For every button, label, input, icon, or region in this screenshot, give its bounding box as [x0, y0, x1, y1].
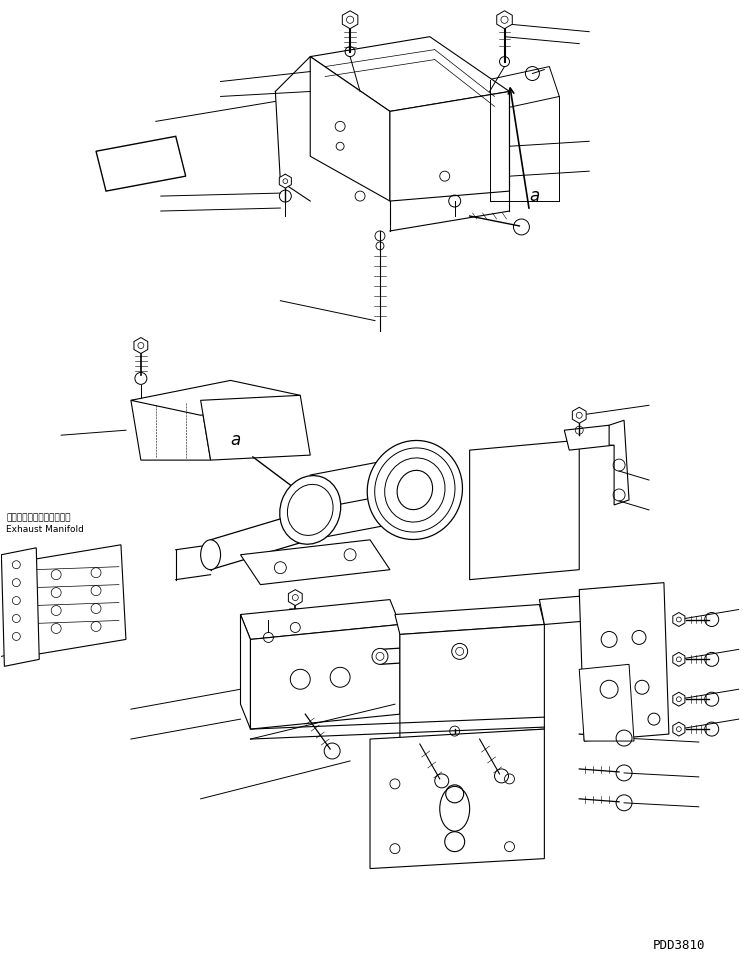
Polygon shape	[673, 692, 685, 707]
Polygon shape	[96, 136, 186, 191]
Polygon shape	[31, 544, 126, 654]
Polygon shape	[564, 425, 614, 450]
Polygon shape	[288, 590, 303, 606]
Text: Exhaust Manifold: Exhaust Manifold	[7, 525, 84, 535]
Polygon shape	[497, 11, 512, 29]
Polygon shape	[489, 66, 560, 110]
Polygon shape	[310, 56, 390, 201]
Polygon shape	[241, 614, 250, 729]
Polygon shape	[395, 605, 545, 635]
Polygon shape	[241, 600, 400, 640]
Ellipse shape	[385, 458, 445, 522]
Ellipse shape	[368, 440, 462, 539]
Text: a: a	[231, 432, 241, 449]
Polygon shape	[310, 37, 509, 112]
Text: FWD: FWD	[125, 156, 157, 170]
Polygon shape	[400, 624, 545, 739]
Polygon shape	[131, 400, 211, 460]
Text: PDD3810: PDD3810	[653, 939, 705, 953]
Ellipse shape	[440, 786, 470, 831]
Polygon shape	[579, 664, 634, 741]
Polygon shape	[1, 548, 40, 667]
Polygon shape	[470, 440, 579, 579]
Ellipse shape	[288, 484, 333, 536]
Ellipse shape	[279, 475, 341, 544]
Polygon shape	[201, 396, 310, 460]
Ellipse shape	[397, 470, 433, 509]
Polygon shape	[579, 582, 669, 741]
Polygon shape	[134, 337, 148, 354]
Ellipse shape	[375, 448, 455, 532]
Polygon shape	[673, 612, 685, 627]
Polygon shape	[609, 420, 629, 504]
Polygon shape	[390, 91, 509, 201]
Polygon shape	[673, 652, 685, 667]
Polygon shape	[539, 590, 664, 624]
Polygon shape	[673, 722, 685, 736]
Polygon shape	[250, 624, 400, 729]
Polygon shape	[342, 11, 358, 29]
Ellipse shape	[201, 539, 220, 570]
Polygon shape	[0, 560, 10, 659]
Circle shape	[372, 648, 388, 664]
Circle shape	[452, 643, 468, 659]
Polygon shape	[572, 407, 586, 423]
Polygon shape	[279, 174, 291, 189]
Polygon shape	[131, 380, 300, 415]
Polygon shape	[241, 539, 390, 584]
Text: a: a	[530, 187, 539, 205]
Polygon shape	[370, 729, 545, 869]
Text: エキゾーストマニホールド: エキゾーストマニホールド	[7, 513, 71, 522]
